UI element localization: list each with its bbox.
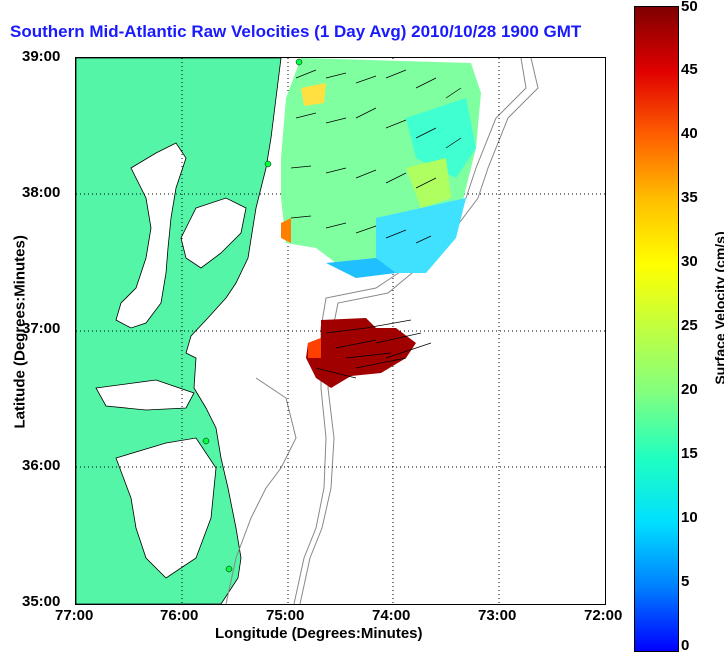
ytick-label: 39:00	[22, 48, 61, 65]
albemarle-sound	[95, 379, 195, 411]
xtick-label: 75:00	[266, 607, 305, 624]
colorbar-tick: 0	[681, 637, 690, 654]
radar-stations	[202, 58, 303, 573]
colorbar-tick: 20	[681, 381, 698, 398]
colorbar-tick: 50	[681, 0, 698, 15]
chesapeake-bay	[115, 142, 187, 329]
ytick-label: 36:00	[22, 457, 61, 474]
y-axis-title: Latitude (Degrees:Minutes)	[11, 235, 29, 429]
map-title: Southern Mid-Atlantic Raw Velocities (1 …	[10, 22, 582, 41]
colorbar-tick: 15	[681, 445, 698, 462]
northern-velocity-field	[281, 58, 481, 278]
x-axis-title: Longitude (Degrees:Minutes)	[215, 625, 423, 642]
ytick-label: 38:00	[22, 184, 61, 201]
colorbar-tick: 40	[681, 125, 698, 142]
ytick-label: 35:00	[22, 593, 61, 610]
velocity-vectors	[290, 69, 462, 379]
xtick-label: 76:00	[160, 607, 199, 624]
map-plot-area[interactable]	[75, 57, 606, 605]
xtick-label: 74:00	[372, 607, 411, 624]
colorbar-tick: 10	[681, 509, 698, 526]
pamlico-sound	[115, 437, 217, 579]
xtick-label: 73:00	[478, 607, 517, 624]
xtick-label: 72:00	[584, 607, 623, 624]
delmarva-coast-water	[180, 197, 247, 269]
colorbar-tick: 45	[681, 61, 698, 78]
map-canvas	[76, 58, 605, 604]
depth-contours	[225, 58, 539, 604]
xtick-label: 77:00	[55, 607, 94, 624]
colorbar-tick: 25	[681, 317, 698, 334]
colorbar-tick: 30	[681, 253, 698, 270]
colorbar	[634, 6, 679, 652]
colorbar-title: Surface Velocity (cm/s)	[712, 231, 724, 385]
ytick-label: 37:00	[22, 320, 61, 337]
southern-velocity-field	[306, 318, 416, 388]
colorbar-tick: 5	[681, 573, 690, 590]
colorbar-tick: 35	[681, 189, 698, 206]
